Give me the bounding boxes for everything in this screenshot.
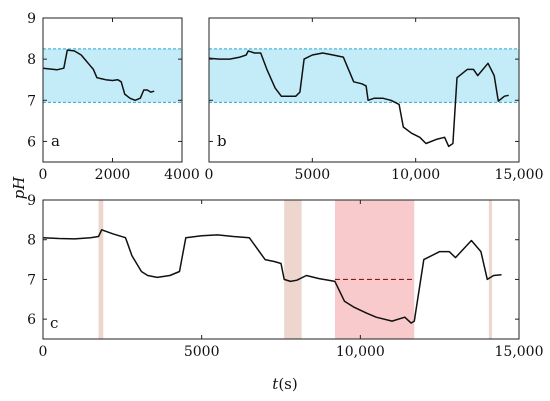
panel-b-target-band xyxy=(209,48,519,103)
panel-b-xtick-label-3: 15,000 xyxy=(495,167,544,183)
panel-a-ytick-label-3: 9 xyxy=(27,11,36,27)
panel-a-target-band xyxy=(43,48,182,103)
panel-c-ph-series-0 xyxy=(42,229,502,324)
panel-c: 0 5000 10,000 15,000 6 7 8 9 c xyxy=(27,193,543,360)
panel-c-region-tan-0 xyxy=(98,200,104,339)
panel-b-xtick-label-1: 5000 xyxy=(295,167,331,183)
panel-c-ytick-label-2: 8 xyxy=(27,233,36,249)
x-axis-label-t: t xyxy=(272,375,279,393)
panel-b-xtick-label-2: 10,000 xyxy=(391,167,440,183)
panel-b-xtick-label-0: 0 xyxy=(205,167,214,183)
panel-a-ytick-label-1: 7 xyxy=(27,93,36,109)
panel-c-xtick-label-3: 15,000 xyxy=(495,344,544,360)
panel-b-frame xyxy=(208,17,520,163)
panel-c-region-tan-1 xyxy=(284,200,302,339)
panel-a-xtick-label-1: 2000 xyxy=(95,167,131,183)
panel-a-ytick-label-2: 8 xyxy=(27,52,36,68)
x-axis-label-unit: (s) xyxy=(278,375,297,393)
panel-c-xtick-label-1: 5000 xyxy=(184,344,220,360)
panel-c-ytick-label-3: 9 xyxy=(27,193,36,209)
panel-c-region-tan-3 xyxy=(488,200,493,339)
panel-a-ytick-label-0: 6 xyxy=(27,134,36,150)
x-axis-label: t(s) xyxy=(272,375,297,393)
panel-c-xtick-label-2: 10,000 xyxy=(336,344,385,360)
panel-a-xtick-label-0: 0 xyxy=(39,167,48,183)
panel-c-ytick-label-0: 6 xyxy=(27,312,36,328)
panel-c-letter: c xyxy=(50,314,58,332)
panel-b: 0 5000 10,000 15,000 b xyxy=(205,17,544,183)
panel-a-xtick-label-2: 4000 xyxy=(164,167,200,183)
panel-c-frame xyxy=(42,199,520,340)
panel-c-xtick-label-0: 0 xyxy=(39,344,48,360)
panel-a-ph-series-0 xyxy=(42,49,155,102)
panel-a-letter: a xyxy=(51,132,60,150)
panel-b-letter: b xyxy=(217,132,227,150)
panel-a: 0 2000 4000 6 7 8 9 a xyxy=(27,11,200,183)
y-axis-label: pH xyxy=(10,176,28,200)
panel-b-ph-series-0 xyxy=(208,50,509,148)
panel-c-ytick-label-1: 7 xyxy=(27,272,36,288)
